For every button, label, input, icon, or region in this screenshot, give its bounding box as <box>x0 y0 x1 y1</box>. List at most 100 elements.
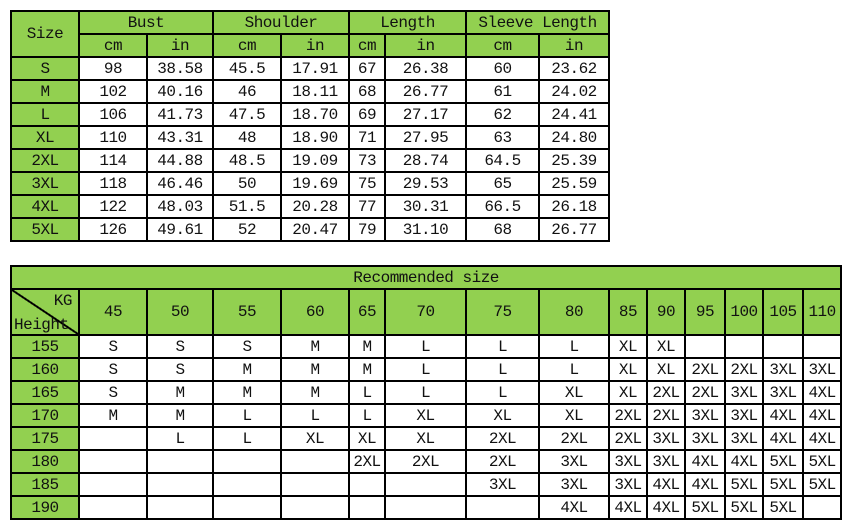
measurement-cell: 118 <box>78 171 148 196</box>
size-cell: 4XL <box>538 495 610 520</box>
measurement-cell: 43.31 <box>146 125 214 150</box>
size-cell <box>801 334 843 359</box>
size-cell: 2XL <box>608 403 648 428</box>
height-label-cell: 175 <box>10 426 80 451</box>
measurement-cell: 50 <box>212 171 282 196</box>
measurement-cell: 24.41 <box>538 102 611 127</box>
table-row: 160 S S M M M L L L XL XL 2XL 2XL 3XL 3XL <box>10 357 843 382</box>
unit-header: in <box>146 33 214 58</box>
measurement-cell: 17.91 <box>280 56 350 81</box>
size-cell: 3XL <box>608 472 648 497</box>
table-row: 2XL 114 44.88 48.5 19.09 73 28.74 64.5 25.39 <box>10 148 611 173</box>
size-cell: 2XL <box>646 403 686 428</box>
size-cell: S <box>78 380 148 405</box>
size-cell <box>78 472 148 497</box>
measurement-cell: 41.73 <box>146 102 214 127</box>
size-cell: L <box>348 403 386 428</box>
measurement-cell: 48 <box>212 125 282 150</box>
table-row: 4XL 122 48.03 51.5 20.28 77 30.31 66.5 26.18 <box>10 194 611 219</box>
size-cell <box>280 472 350 497</box>
unit-header: in <box>538 33 611 58</box>
size-cell: L <box>538 357 610 382</box>
size-cell: 4XL <box>801 426 843 451</box>
size-cell <box>684 334 726 359</box>
size-cell: M <box>146 403 214 428</box>
size-cell: 3XL <box>762 357 804 382</box>
weight-header: 45 <box>78 288 148 336</box>
size-cell: 5XL <box>684 495 726 520</box>
measurement-cell: 27.17 <box>383 102 468 127</box>
size-cell: 2XL <box>608 426 648 451</box>
measurement-cell: 19.69 <box>280 171 350 196</box>
measurement-cell: 64.5 <box>465 148 541 173</box>
weight-header: 110 <box>801 288 843 336</box>
size-cell: L <box>348 380 386 405</box>
size-cell <box>78 449 148 474</box>
size-cell <box>465 495 540 520</box>
size-cell <box>384 495 467 520</box>
size-cell: M <box>280 357 350 382</box>
table-row: 3XL 118 46.46 50 19.69 75 29.53 65 25.59 <box>10 171 611 196</box>
size-cell: XL <box>646 357 686 382</box>
size-cell: XL <box>384 403 467 428</box>
measurement-cell: 24.02 <box>538 79 611 104</box>
size-label: 2XL <box>10 148 80 173</box>
measurement-cell: 18.70 <box>280 102 350 127</box>
measurement-cell: 47.5 <box>212 102 282 127</box>
height-label: Height <box>14 316 69 334</box>
size-cell: 3XL <box>684 403 726 428</box>
shoulder-header: Shoulder <box>212 10 350 35</box>
size-cell: 2XL <box>348 449 386 474</box>
measurement-cell: 26.77 <box>383 79 468 104</box>
size-cell: XL <box>608 334 648 359</box>
measurement-table: Size Bust Shoulder Length Sleeve Length … <box>10 10 611 242</box>
size-cell: L <box>212 403 282 428</box>
size-cell: 5XL <box>762 495 804 520</box>
size-cell: 5XL <box>762 449 804 474</box>
size-cell: M <box>212 380 282 405</box>
measurement-cell: 110 <box>78 125 148 150</box>
measurement-cell: 49.61 <box>146 217 214 242</box>
size-cell: 5XL <box>724 495 764 520</box>
table-row: XL 110 43.31 48 18.90 71 27.95 63 24.80 <box>10 125 611 150</box>
measurement-cell: 27.95 <box>383 125 468 150</box>
size-cell: 4XL <box>801 403 843 428</box>
size-cell: 3XL <box>724 403 764 428</box>
unit-header: cm <box>348 33 386 58</box>
size-cell: L <box>384 380 467 405</box>
measurement-cell: 63 <box>465 125 541 150</box>
size-header: Size <box>10 10 80 58</box>
measurement-cell: 79 <box>348 217 386 242</box>
size-cell: 5XL <box>801 449 843 474</box>
size-cell <box>801 495 843 520</box>
size-cell: 5XL <box>762 472 804 497</box>
size-cell: 4XL <box>646 472 686 497</box>
table-row: S 98 38.58 45.5 17.91 67 26.38 60 23.62 <box>10 56 611 81</box>
size-cell: 4XL <box>762 403 804 428</box>
recommended-size-title: Recommended size <box>9 265 843 290</box>
size-cell: 4XL <box>608 495 648 520</box>
measurement-cell: 31.10 <box>383 217 468 242</box>
size-cell: 3XL <box>646 449 686 474</box>
size-cell: XL <box>384 426 467 451</box>
size-cell: L <box>212 426 282 451</box>
size-cell: S <box>212 334 282 359</box>
measurement-cell: 122 <box>78 194 148 219</box>
size-cell: XL <box>608 357 648 382</box>
measurement-cell: 52 <box>212 217 282 242</box>
measurement-cell: 38.58 <box>146 56 214 81</box>
size-label: 5XL <box>10 217 80 242</box>
table-row: 175 L L XL XL XL 2XL 2XL 2XL 3XL 3XL 3XL 4XL 4XL <box>10 426 843 451</box>
size-cell: 4XL <box>684 449 726 474</box>
table-row: 180 2XL 2XL 2XL 3XL 3XL 3XL 4XL 4XL 5XL 5XL <box>10 449 843 474</box>
size-cell: 2XL <box>724 357 764 382</box>
size-cell: 3XL <box>684 426 726 451</box>
weight-header: 105 <box>762 288 804 336</box>
size-cell: 2XL <box>384 449 467 474</box>
weight-header: 50 <box>146 288 214 336</box>
weight-header: 80 <box>538 288 610 336</box>
size-cell: XL <box>608 380 648 405</box>
size-cell <box>348 472 386 497</box>
size-cell <box>762 334 804 359</box>
measurement-cell: 102 <box>78 79 148 104</box>
